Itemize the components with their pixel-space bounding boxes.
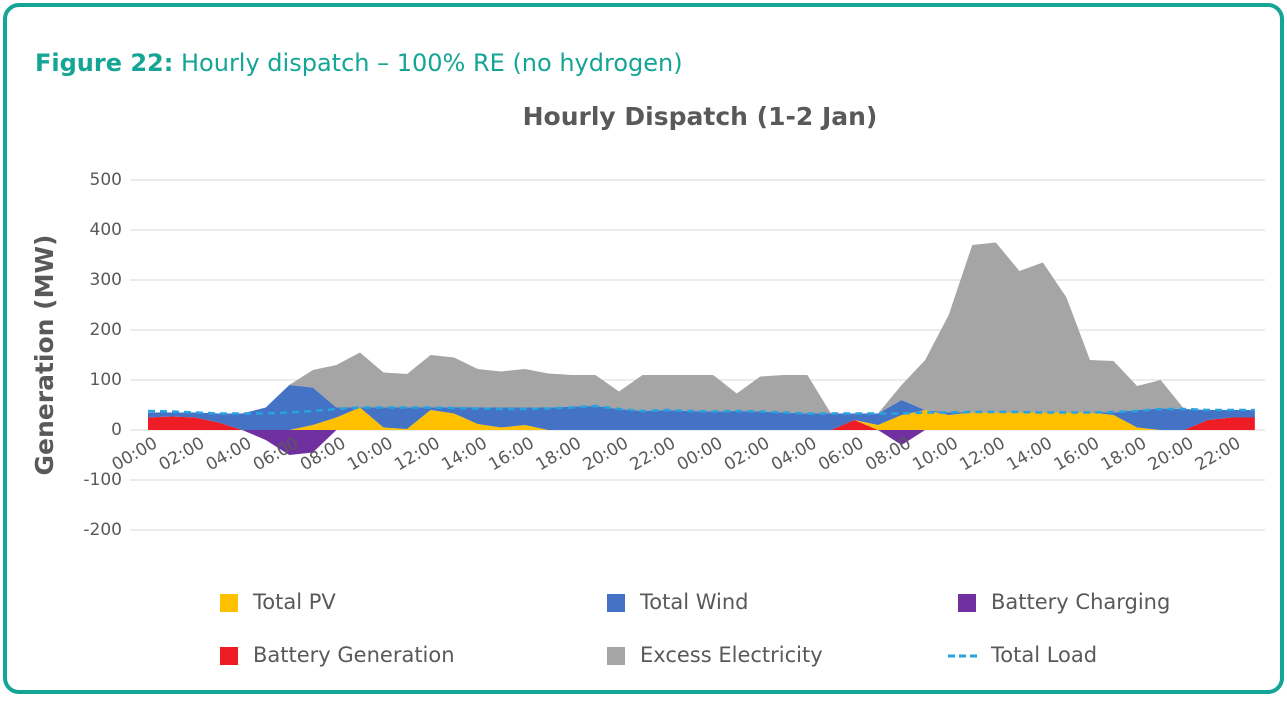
legend-swatch: [607, 594, 625, 612]
y-axis-label: Generation (MW): [30, 235, 59, 476]
legend-label: Total Load: [990, 643, 1097, 667]
y-tick-label: 200: [90, 320, 122, 340]
legend-label: Battery Generation: [253, 643, 455, 667]
figure-label: Figure 22:: [35, 49, 173, 77]
y-tick-label: 100: [90, 370, 122, 390]
legend-label: Total Wind: [639, 590, 749, 614]
line: [147, 404, 1255, 415]
chart-title: Hourly Dispatch (1-2 Jan): [523, 102, 878, 131]
legend-label: Battery Charging: [991, 590, 1170, 614]
legend-swatch: [607, 647, 625, 665]
legend-label: Excess Electricity: [640, 643, 823, 667]
area: [148, 242, 1255, 414]
area: [148, 430, 1255, 455]
legend-swatch: [220, 647, 238, 665]
legend-swatch: [220, 594, 238, 612]
y-tick-label: 300: [90, 270, 122, 290]
y-tick-label: -200: [83, 520, 122, 540]
figure-text: Hourly dispatch – 100% RE (no hydrogen): [181, 49, 683, 77]
legend-swatch: [958, 594, 976, 612]
y-tick-label: -100: [83, 470, 122, 490]
y-tick-label: 500: [90, 170, 122, 190]
y-tick-label: 400: [90, 220, 122, 240]
areas: [147, 242, 1255, 455]
figure-caption: Figure 22: Hourly dispatch – 100% RE (no…: [35, 49, 683, 77]
y-tick-label: 0: [111, 420, 122, 440]
legend-label: Total PV: [252, 590, 336, 614]
frame: [3, 3, 1284, 694]
